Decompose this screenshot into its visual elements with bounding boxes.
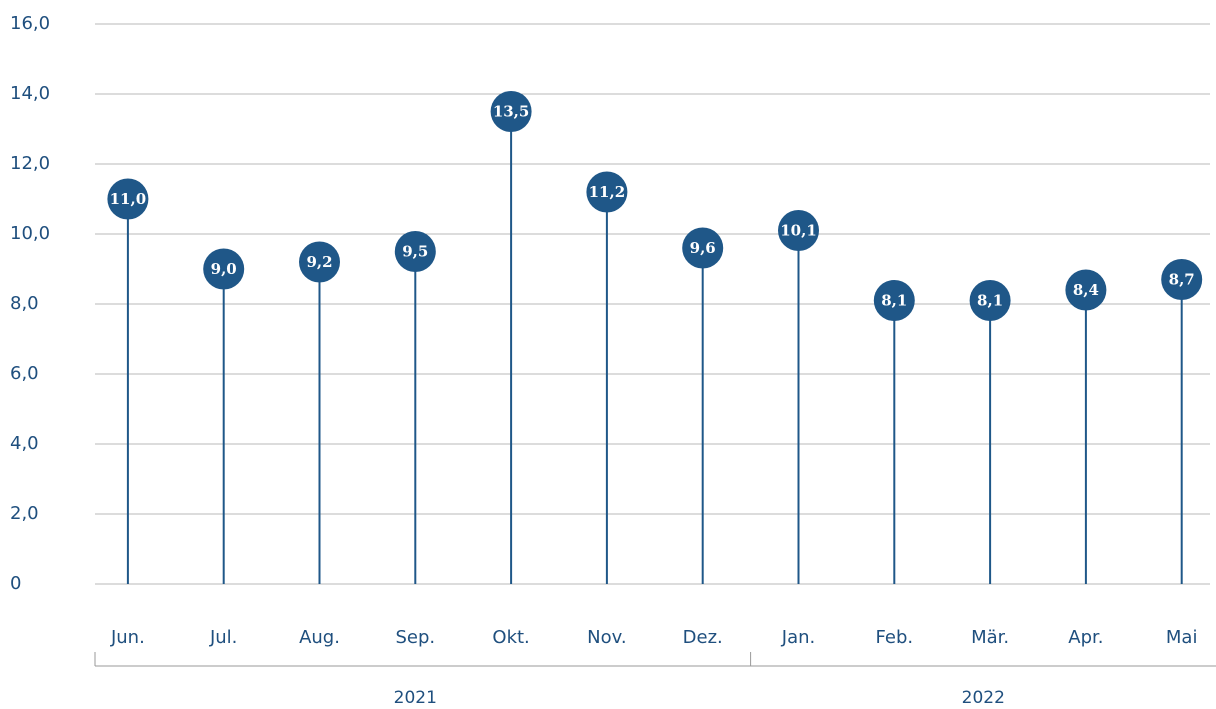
value-label: 8,1 (977, 292, 1003, 310)
dot (873, 280, 915, 321)
value-label: 9,0 (211, 260, 237, 278)
dot (1161, 259, 1203, 300)
value-label: 8,7 (1169, 271, 1195, 289)
dot (778, 210, 819, 251)
dot (299, 241, 340, 283)
dot (394, 231, 436, 272)
y-tick-label: 16,0 (10, 13, 50, 34)
x-tick-label: Jul. (209, 627, 237, 648)
y-tick-label: 2,0 (10, 503, 39, 524)
y-tick-label: 12,0 (10, 153, 50, 174)
group-label: 2022 (962, 688, 1005, 708)
x-tick-label: Aug. (299, 627, 340, 648)
value-label: 10,1 (780, 222, 817, 240)
value-label: 9,2 (306, 253, 332, 271)
x-tick-label: Apr. (1068, 627, 1103, 648)
dot (682, 227, 724, 269)
y-tick-label: 14,0 (10, 83, 50, 104)
dot (107, 178, 149, 220)
value-label: 11,0 (110, 190, 147, 208)
dot (969, 280, 1011, 321)
y-tick-label: 8,0 (10, 293, 39, 314)
dot (203, 248, 245, 290)
value-label: 13,5 (493, 103, 530, 121)
dot (586, 171, 628, 213)
x-tick-label: Sep. (395, 627, 435, 648)
x-tick-label: Dez. (683, 627, 723, 648)
x-tick-label: Mai (1166, 627, 1198, 648)
dot (490, 91, 532, 132)
x-tick-label: Feb. (876, 627, 914, 648)
value-label: 8,4 (1073, 281, 1099, 299)
x-tick-label: Okt. (492, 627, 529, 648)
value-label: 9,6 (690, 239, 716, 257)
x-tick-label: Mär. (971, 627, 1009, 648)
x-tick-label: Jun. (110, 627, 145, 648)
dot (1065, 269, 1107, 311)
y-tick-label: 10,0 (10, 223, 50, 244)
value-label: 11,2 (589, 183, 626, 201)
value-label: 8,1 (881, 292, 907, 310)
group-label: 2021 (394, 688, 437, 708)
y-tick-label: 6,0 (10, 363, 39, 384)
y-tick-label: 0 (10, 573, 21, 594)
x-tick-label: Jan. (781, 627, 815, 648)
value-label: 9,5 (402, 243, 428, 261)
y-tick-label: 4,0 (10, 433, 39, 454)
x-tick-label: Nov. (587, 627, 626, 648)
